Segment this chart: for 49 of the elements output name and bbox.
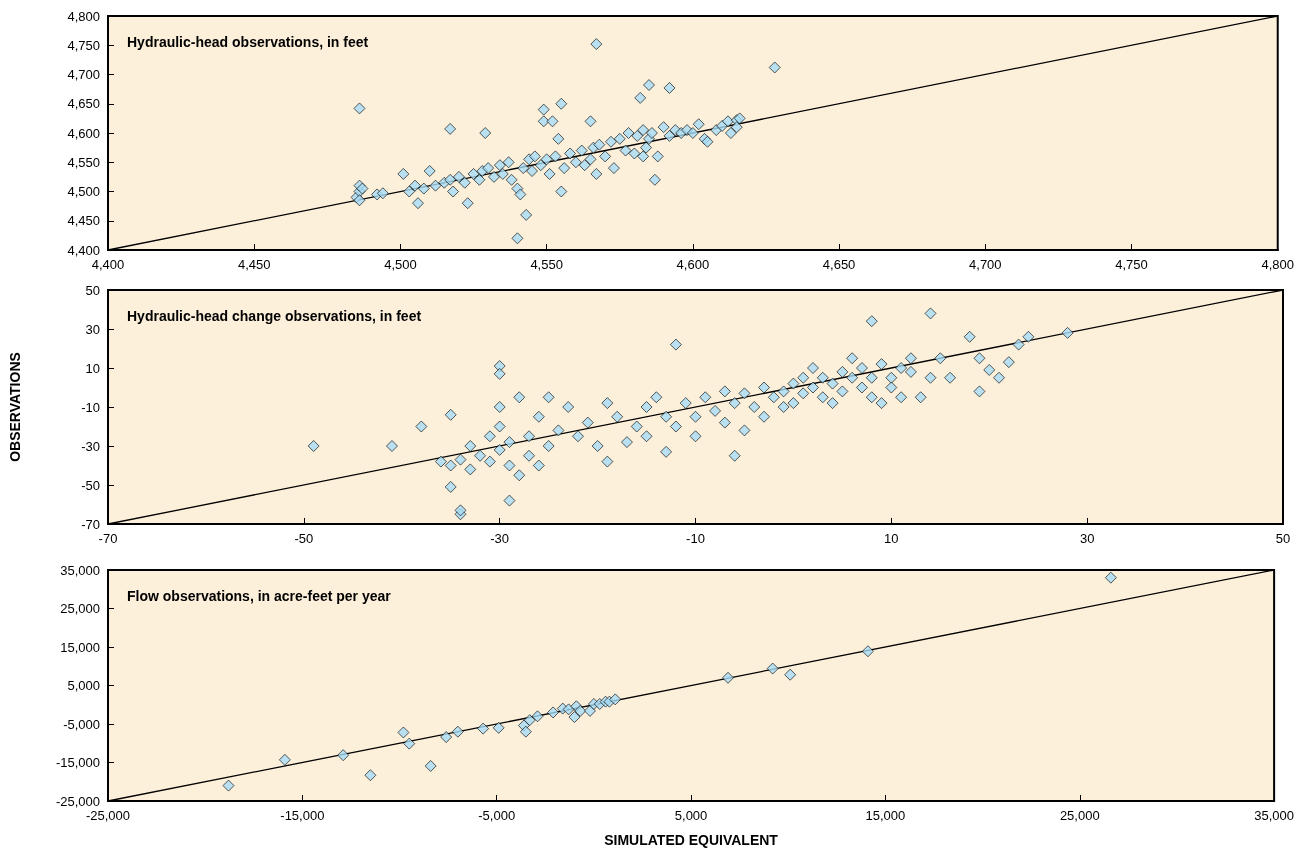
y-tick-label: 4,800: [67, 8, 100, 24]
text: Flow observations, in acre-feet per year: [127, 588, 392, 604]
y-tick-label: 4,450: [67, 213, 100, 229]
text: Hydraulic-head change observations, in feet: [127, 308, 422, 324]
x-tick-label: -10: [686, 531, 705, 546]
y-tick-label: 4,550: [67, 154, 100, 170]
x-tick-label: 50: [1275, 531, 1291, 546]
y-tick-label: 4,650: [67, 96, 100, 112]
x-tick-label: 4,450: [237, 257, 271, 272]
y-tick-label: 4,700: [67, 67, 100, 82]
y-tick-label: 5,000: [67, 678, 100, 693]
y-tick-label: 30: [85, 321, 100, 337]
y-tick-label: 25,000: [60, 601, 100, 616]
y-axis-title: OBSERVATIONS: [7, 352, 23, 462]
x-tick-label: 4,750: [1115, 257, 1148, 272]
x-tick-label: -50: [294, 531, 314, 546]
x-axis-title: SIMULATED EQUIVALENT: [604, 832, 779, 848]
x-tick-label: -30: [490, 531, 510, 546]
y-tick-label: 50: [85, 282, 100, 298]
y-tick-label: -30: [81, 438, 100, 454]
y-tick-label: 4,750: [67, 37, 100, 53]
y-tick-label: 4,600: [67, 125, 100, 141]
x-tick-label: -15,000: [280, 808, 325, 823]
x-tick-label: -70: [98, 531, 118, 546]
x-tick-label: -5,000: [478, 808, 516, 823]
y-tick-label: -5,000: [63, 716, 100, 732]
y-tick-label: -25,000: [55, 793, 100, 809]
x-tick-label: 4,600: [676, 257, 710, 272]
x-tick-label: 30: [1079, 531, 1095, 546]
x-tick-label: 4,500: [384, 257, 417, 272]
y-tick-label: -15,000: [55, 755, 100, 770]
x-tick-label: 35,000: [1254, 808, 1294, 823]
y-tick-label: 4,400: [67, 242, 100, 258]
y-tick-label: -10: [81, 399, 100, 415]
y-tick-label: -70: [81, 516, 100, 532]
x-tick-label: 4,550: [530, 257, 563, 272]
x-tick-label: 5,000: [674, 808, 708, 823]
x-tick-label: 10: [884, 531, 899, 546]
y-tick-label: -50: [81, 477, 100, 493]
y-tick-label: 35,000: [60, 562, 100, 578]
y-tick-label: 15,000: [60, 639, 100, 655]
x-tick-label: 4,650: [822, 257, 856, 272]
y-tick-label: 4,500: [67, 184, 100, 199]
y-tick-label: 10: [85, 360, 100, 376]
x-tick-label: 15,000: [865, 808, 906, 823]
text: Hydraulic-head observations, in feet: [127, 34, 369, 50]
x-tick-label: 25,000: [1059, 808, 1100, 823]
x-tick-label: 4,700: [969, 257, 1002, 272]
x-tick-label: 4,800: [1261, 257, 1295, 272]
